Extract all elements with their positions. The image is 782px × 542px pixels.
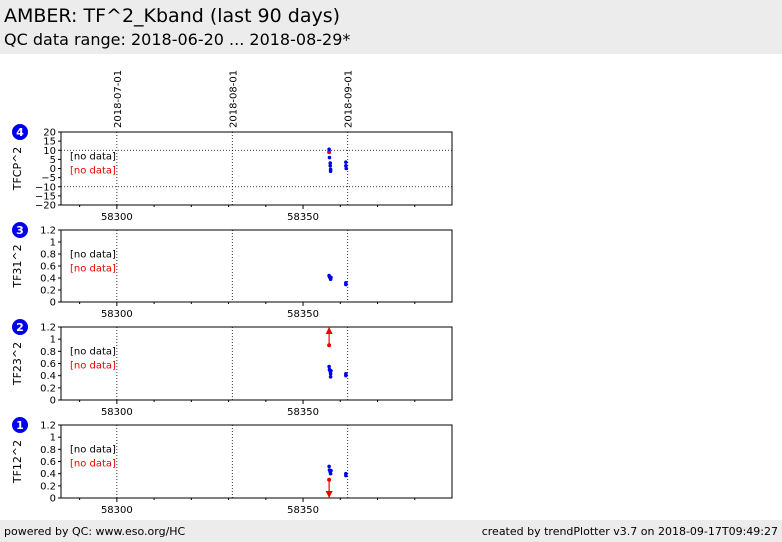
data-point [329,468,333,473]
data-point-red [327,477,332,482]
page-subtitle: QC data range: 2018-06-20 ... 2018-08-29… [4,30,351,49]
data-point [327,364,331,369]
data-point [344,163,348,168]
no-data-label: [no data] [70,249,116,260]
y-tick-label: 10 [43,146,56,157]
y-axis-label: TF12^2 [11,440,24,484]
limit-arrow-head [325,327,333,334]
y-tick-label: 0.2 [40,383,56,394]
no-data-label: [no data] [70,445,116,456]
y-tick-label: 1.2 [40,226,56,237]
no-data-label-red: [no data] [70,166,116,177]
footer-credit-left: powered by QC: www.eso.org/HC [4,525,186,538]
data-point [344,282,348,287]
no-data-label: [no data] [70,152,116,163]
date-line-label: 2018-09-01 [344,70,355,128]
x-tick-label: 58350 [287,505,319,516]
header-bar: AMBER: TF^2_Kband (last 90 days) QC data… [0,0,782,54]
y-tick-label: 0.8 [40,347,56,358]
panel-frame [60,131,453,206]
y-tick-label: 20 [43,128,56,139]
panel-badge [12,124,28,140]
y-axis-label: TF31^2 [11,244,24,288]
no-data-label-red: [no data] [70,361,116,372]
x-tick-label: 58300 [101,309,133,320]
y-tick-label: 0.4 [40,469,56,480]
y-tick-label: −10 [35,182,56,193]
y-tick-label: 0 [50,494,56,505]
limit-arrow-head [325,491,333,498]
data-point [327,464,331,469]
y-tick-label: −5 [41,173,56,184]
y-tick-label: 1.2 [40,323,56,334]
y-tick-label: 1 [50,335,56,346]
footer-credit-right: created by trendPlotter v3.7 on 2018-09-… [481,525,778,538]
y-tick-label: 5 [50,155,56,166]
panel-badge-number: 3 [16,224,24,237]
panel-badge-number: 1 [16,419,24,432]
panel-badge-number: 4 [16,126,24,139]
data-point [328,169,333,174]
y-tick-label: 0.6 [40,457,56,468]
data-point [344,373,348,378]
footer-bar: powered by QC: www.eso.org/HC created by… [0,520,782,542]
y-tick-label: 0.6 [40,262,56,273]
x-tick-label: 58350 [287,309,319,320]
no-data-label-red: [no data] [70,263,116,274]
y-tick-label: −15 [35,191,56,202]
x-tick-label: 58300 [101,505,133,516]
panel-badge [12,222,28,238]
no-data-label: [no data] [70,347,116,358]
y-tick-label: 15 [43,137,56,148]
data-point [329,275,333,280]
date-line-label: 2018-08-01 [228,70,239,128]
x-tick-label: 58300 [101,212,133,223]
data-point [328,375,333,379]
page-title: AMBER: TF^2_Kband (last 90 days) [4,5,341,27]
data-point [344,160,348,164]
y-tick-label: 0.6 [40,359,56,370]
panel-frame [60,326,453,401]
data-point-red [327,150,332,155]
x-tick-label: 58300 [101,407,133,418]
panel-badge-number: 2 [16,321,24,334]
y-tick-label: 0.4 [40,274,56,285]
x-tick-label: 58350 [287,407,319,418]
data-point [329,369,333,373]
y-tick-label: 0.2 [40,481,56,492]
y-tick-label: 0.2 [40,286,56,297]
data-point [328,163,333,168]
no-data-label-red: [no data] [70,459,116,470]
date-line-label: 2018-07-01 [113,70,124,128]
y-axis-label: TF23^2 [11,342,24,386]
y-tick-label: 0.8 [40,445,56,456]
y-tick-label: 1.2 [40,421,56,432]
y-tick-label: 0.4 [40,371,56,382]
x-tick-label: 58350 [287,212,319,223]
data-point [328,372,333,376]
y-tick-label: 1 [50,238,56,249]
data-point [344,473,348,478]
data-point [344,166,349,171]
data-point-red [327,343,332,348]
y-tick-label: 0 [50,396,56,407]
y-tick-label: 1 [50,433,56,444]
panel-frame [60,424,453,499]
y-tick-label: 0 [50,298,56,309]
y-tick-label: 0 [50,164,56,175]
data-point [328,471,333,476]
panel-badge [12,319,28,335]
panel-badge [12,417,28,433]
y-axis-label: TFCP^2 [11,147,24,192]
panel-frame [60,229,453,303]
data-point [327,155,332,160]
data-point [328,161,333,165]
data-point [327,147,331,152]
y-tick-label: 0.8 [40,250,56,261]
y-tick-label: −20 [35,201,56,212]
